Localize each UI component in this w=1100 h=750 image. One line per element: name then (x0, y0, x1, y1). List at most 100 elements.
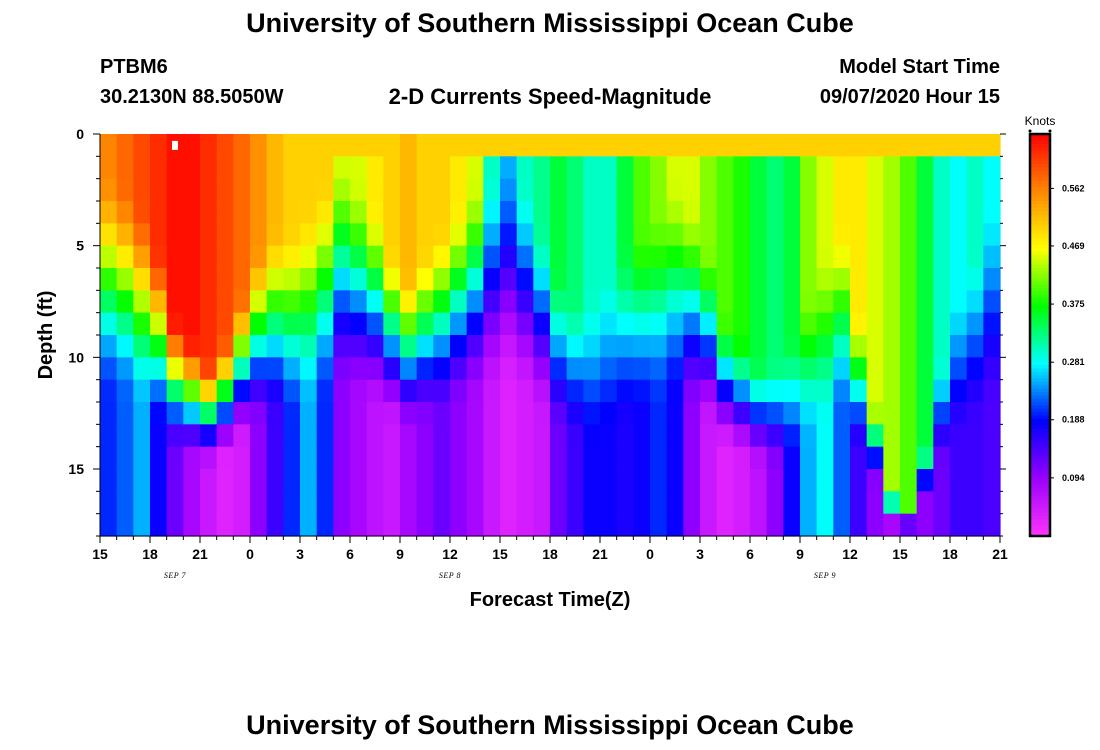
colorbar-segment (1030, 475, 1050, 480)
heatmap-cell (833, 201, 851, 224)
heatmap-cell (850, 201, 868, 224)
heatmap-cell (533, 469, 551, 492)
heatmap-cell (833, 491, 851, 515)
heatmap-cell (100, 469, 118, 492)
colorbar-segment (1030, 150, 1050, 155)
heatmap-cell (183, 469, 201, 492)
heatmap-cell (716, 335, 734, 358)
heatmap-cell (333, 134, 351, 157)
heatmap-cell (133, 424, 151, 448)
heatmap-cell (966, 446, 984, 470)
heatmap-cell (750, 134, 768, 157)
heatmap-cell (716, 513, 734, 537)
heatmap-cell (900, 357, 918, 381)
heatmap-cell (950, 379, 968, 403)
heatmap-cell (250, 491, 268, 515)
heatmap-cell (566, 402, 584, 425)
heatmap-cell (533, 402, 551, 425)
heatmap-cell (300, 156, 318, 180)
heatmap-cell (400, 201, 418, 224)
heatmap-cell (450, 245, 468, 269)
heatmap-cell (550, 134, 568, 157)
heatmap-cell (733, 134, 751, 157)
colorbar-segment (1030, 237, 1050, 242)
heatmap-cell (950, 156, 968, 180)
heatmap-cell (666, 402, 684, 425)
heatmap-cell (633, 178, 651, 202)
colorbar-segment (1030, 428, 1050, 433)
heatmap-cell (483, 245, 501, 269)
colorbar-segment (1030, 425, 1050, 430)
heatmap-cell (566, 491, 584, 515)
heatmap-cell (283, 513, 301, 537)
heatmap-cell (933, 379, 951, 403)
heatmap-cell (983, 469, 1001, 492)
heatmap-cell (933, 402, 951, 425)
colorbar-segment (1030, 442, 1050, 447)
heatmap-cell (333, 223, 351, 247)
heatmap-cell (600, 245, 618, 269)
heatmap-cell (600, 335, 618, 358)
heatmap-cell (666, 178, 684, 202)
heatmap-cell (333, 379, 351, 403)
heatmap-cell (633, 446, 651, 470)
heatmap-cell (650, 223, 668, 247)
colorbar-segment (1030, 281, 1050, 286)
heatmap-cell (350, 245, 368, 269)
heatmap-cell (550, 357, 568, 381)
heatmap-cell (250, 134, 268, 157)
heatmap-cell (900, 402, 918, 425)
colorbar-segment (1030, 405, 1050, 410)
heatmap-cell (100, 379, 118, 403)
heatmap-cell (283, 223, 301, 247)
heatmap-cell (566, 201, 584, 224)
heatmap-cell (950, 312, 968, 336)
heatmap-cell (866, 178, 884, 202)
heatmap-cell (183, 201, 201, 224)
heatmap-cell (900, 335, 918, 358)
heatmap-cell (550, 335, 568, 358)
heatmap-cell (116, 290, 134, 314)
heatmap-cell (783, 312, 801, 336)
heatmap-cell (850, 469, 868, 492)
heatmap-cell (833, 268, 851, 291)
colorbar-segment (1030, 355, 1050, 360)
heatmap-cell (700, 156, 718, 180)
heatmap-cell (700, 335, 718, 358)
heatmap-cell (200, 268, 218, 291)
heatmap-cell (116, 379, 134, 403)
heatmap-cell (416, 469, 434, 492)
heatmap-cell (583, 379, 601, 403)
heatmap-cell (900, 290, 918, 314)
heatmap-cell (366, 469, 384, 492)
colorbar-segment (1030, 448, 1050, 453)
heatmap-cell (700, 402, 718, 425)
heatmap-cell (500, 156, 518, 180)
heatmap-cell (800, 290, 818, 314)
heatmap-cell (683, 402, 701, 425)
heatmap-cell (683, 379, 701, 403)
heatmap-cell (883, 290, 901, 314)
heatmap-cell (116, 134, 134, 157)
heatmap-cell (850, 379, 868, 403)
heatmap-cell (950, 268, 968, 291)
heatmap-cell (316, 156, 334, 180)
heatmap-cell (766, 335, 784, 358)
heatmap-cell (600, 156, 618, 180)
heatmap-cell (200, 513, 218, 537)
heatmap-cell (333, 156, 351, 180)
heatmap-cell (566, 245, 584, 269)
heatmap-cell (966, 134, 984, 157)
colorbar-segment (1030, 502, 1050, 507)
heatmap-cell (383, 178, 401, 202)
heatmap-cell (733, 335, 751, 358)
heatmap-cell (333, 312, 351, 336)
colorbar-tick-label: 0.188 (1062, 415, 1085, 425)
heatmap-cell (700, 312, 718, 336)
heatmap-cell (583, 290, 601, 314)
heatmap-cell (216, 312, 234, 336)
heatmap-cell (266, 201, 284, 224)
heatmap-cell (466, 245, 484, 269)
heatmap-cell (283, 134, 301, 157)
heatmap-cell (866, 379, 884, 403)
